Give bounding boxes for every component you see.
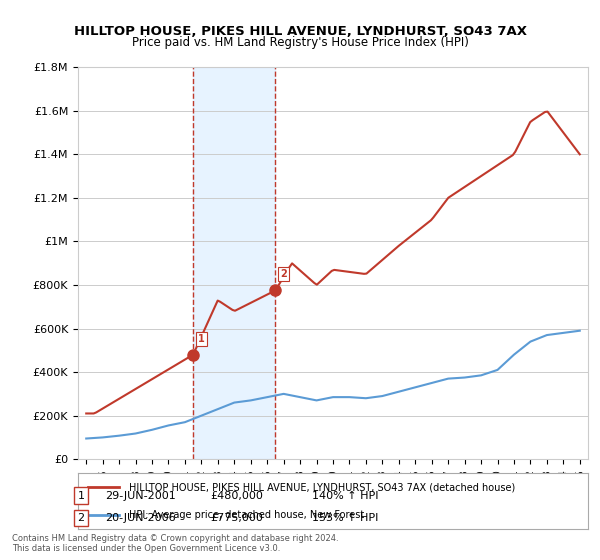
Text: 20-JUN-2006: 20-JUN-2006 [105,513,176,523]
Text: £775,000: £775,000 [210,513,263,523]
Text: 2: 2 [77,513,85,523]
Text: 153% ↑ HPI: 153% ↑ HPI [312,513,379,523]
Bar [193,67,275,459]
Text: 2: 2 [280,269,287,279]
Text: Contains HM Land Registry data © Crown copyright and database right 2024.
This d: Contains HM Land Registry data © Crown c… [12,534,338,553]
Text: 140% ↑ HPI: 140% ↑ HPI [312,491,379,501]
Text: HILLTOP HOUSE, PIKES HILL AVENUE, LYNDHURST, SO43 7AX: HILLTOP HOUSE, PIKES HILL AVENUE, LYNDHU… [74,25,527,38]
Text: 1: 1 [77,491,85,501]
Text: HPI: Average price, detached house, New Forest: HPI: Average price, detached house, New … [129,510,364,520]
Text: £480,000: £480,000 [210,491,263,501]
Text: HILLTOP HOUSE, PIKES HILL AVENUE, LYNDHURST, SO43 7AX (detached house): HILLTOP HOUSE, PIKES HILL AVENUE, LYNDHU… [129,482,515,492]
Text: Price paid vs. HM Land Registry's House Price Index (HPI): Price paid vs. HM Land Registry's House … [131,36,469,49]
Text: 29-JUN-2001: 29-JUN-2001 [105,491,176,501]
Text: 1: 1 [198,334,205,344]
